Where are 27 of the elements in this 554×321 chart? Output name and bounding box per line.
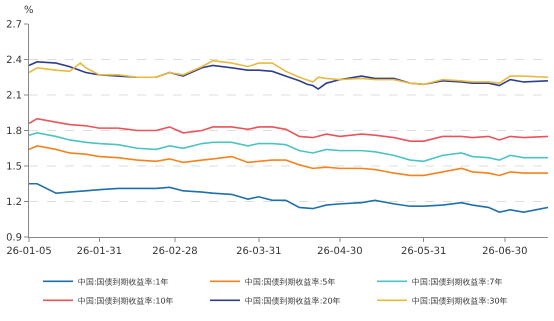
y-tick-label: 2.4	[6, 55, 22, 66]
legend-label: 中国:国债到期收益率:30年	[412, 296, 508, 306]
legend-label: 中国:国债到期收益率:7年	[412, 277, 502, 286]
y-tick-label: 1.5	[6, 162, 22, 172]
y-tick-label: 1.2	[6, 197, 22, 208]
legend-label: 中国:国债到期收益率:20年	[245, 296, 341, 306]
line-series	[29, 182, 548, 213]
legend-label: 中国:国债到期收益率:5年	[245, 277, 336, 286]
line-series	[29, 132, 548, 162]
x-tick-label: 26-01-05	[6, 246, 52, 257]
y-tick-label: 0.9	[6, 232, 22, 244]
y-axis-title: %	[24, 5, 34, 16]
y-tick-label: 2.1	[6, 90, 22, 102]
x-tick-label: 26-06-30	[482, 246, 528, 257]
line-series	[29, 118, 548, 142]
line-series	[29, 60, 548, 86]
legend-label: 中国:国债到期收益率:1年	[78, 277, 168, 286]
x-tick-label: 26-01-31	[76, 246, 122, 257]
legend-label: 中国:国债到期收益率:10年	[78, 296, 174, 306]
x-tick-label: 26-03-31	[236, 246, 282, 257]
line-series	[29, 61, 548, 90]
x-tick-label: 26-05-31	[400, 246, 446, 257]
x-tick-label: 26-02-28	[152, 246, 198, 257]
y-tick-label: 2.7	[6, 20, 22, 30]
y-tick-label: 1.8	[6, 126, 22, 137]
line-series	[29, 145, 548, 176]
x-tick-label: 26-04-30	[317, 246, 363, 257]
